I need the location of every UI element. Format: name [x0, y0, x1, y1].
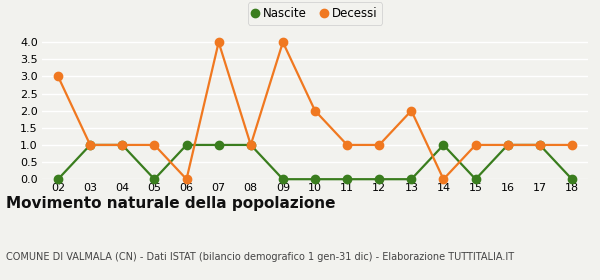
Decessi	[311, 109, 319, 112]
Nascite	[536, 143, 544, 147]
Decessi	[504, 143, 511, 147]
Nascite	[183, 143, 190, 147]
Nascite	[247, 143, 254, 147]
Decessi	[247, 143, 254, 147]
Decessi	[440, 178, 447, 181]
Nascite	[376, 178, 383, 181]
Nascite	[151, 178, 158, 181]
Nascite	[440, 143, 447, 147]
Legend: Nascite, Decessi: Nascite, Decessi	[248, 2, 382, 25]
Decessi	[344, 143, 351, 147]
Nascite	[215, 143, 222, 147]
Nascite	[408, 178, 415, 181]
Nascite	[279, 178, 286, 181]
Decessi	[119, 143, 126, 147]
Decessi	[472, 143, 479, 147]
Decessi	[376, 143, 383, 147]
Nascite	[504, 143, 511, 147]
Nascite	[86, 143, 94, 147]
Text: Movimento naturale della popolazione: Movimento naturale della popolazione	[6, 196, 335, 211]
Nascite	[344, 178, 351, 181]
Nascite	[119, 143, 126, 147]
Line: Nascite: Nascite	[54, 141, 576, 183]
Decessi	[86, 143, 94, 147]
Decessi	[536, 143, 544, 147]
Nascite	[55, 178, 62, 181]
Nascite	[568, 178, 575, 181]
Decessi	[55, 75, 62, 78]
Decessi	[568, 143, 575, 147]
Line: Decessi: Decessi	[54, 38, 576, 183]
Decessi	[215, 41, 222, 44]
Decessi	[183, 178, 190, 181]
Text: COMUNE DI VALMALA (CN) - Dati ISTAT (bilancio demografico 1 gen-31 dic) - Elabor: COMUNE DI VALMALA (CN) - Dati ISTAT (bil…	[6, 252, 514, 262]
Nascite	[311, 178, 319, 181]
Decessi	[408, 109, 415, 112]
Decessi	[151, 143, 158, 147]
Decessi	[279, 41, 286, 44]
Nascite	[472, 178, 479, 181]
